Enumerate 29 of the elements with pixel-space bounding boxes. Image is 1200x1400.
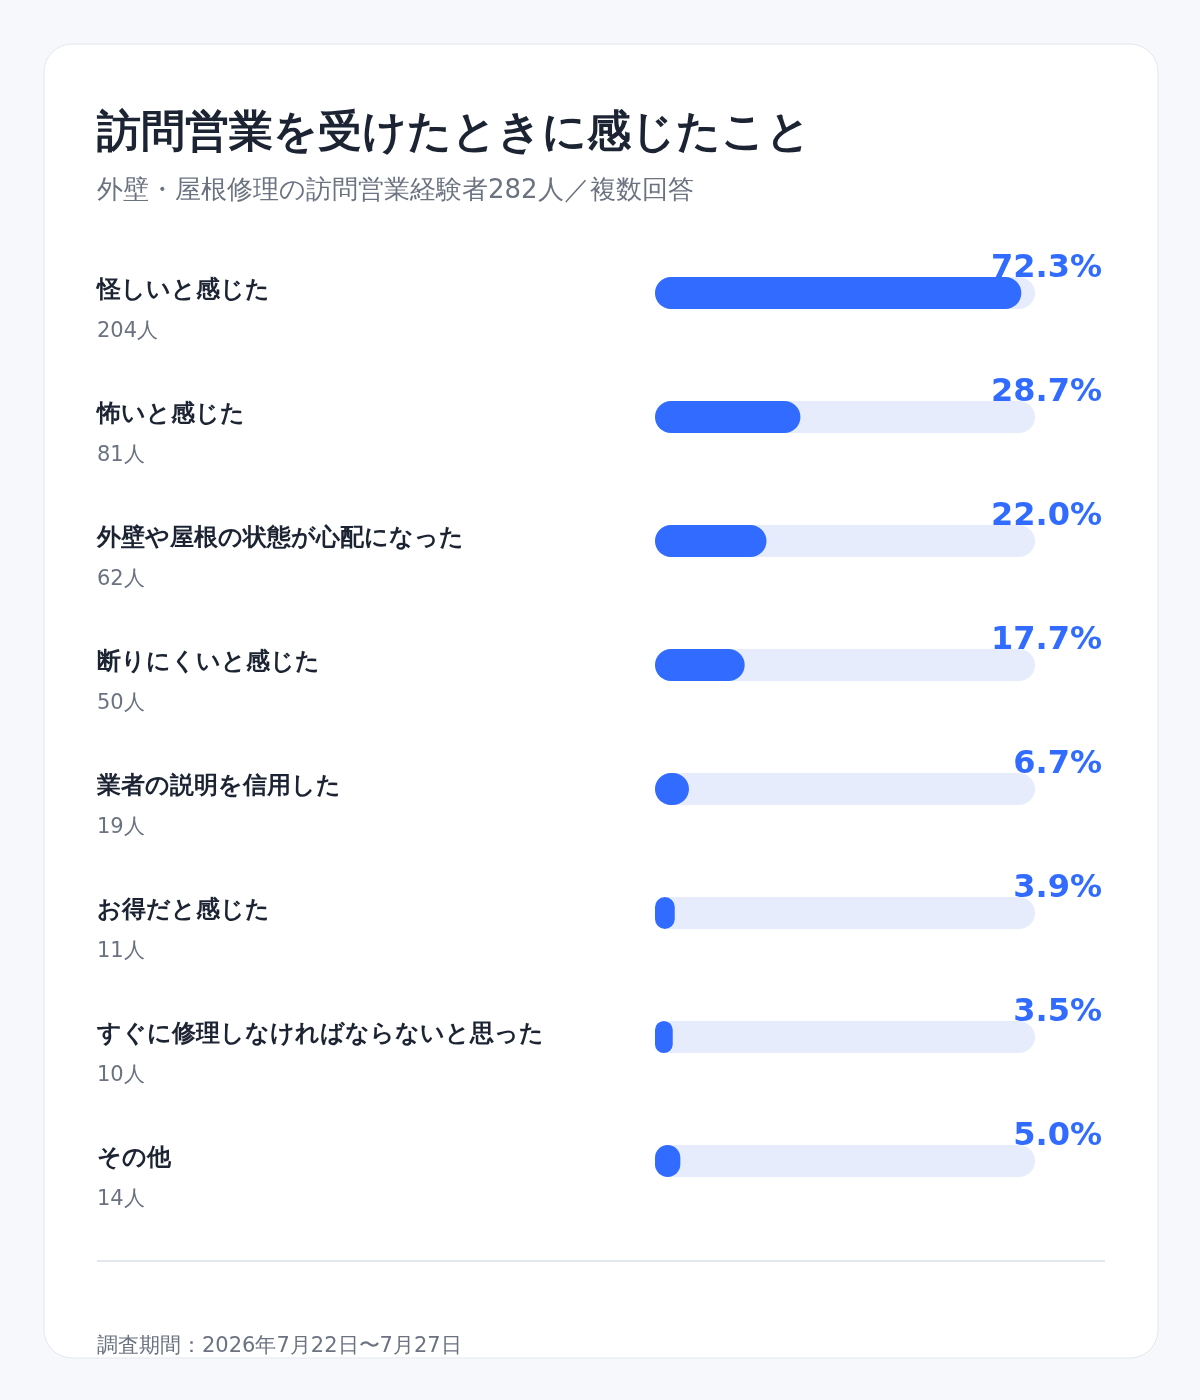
data-label: 22.0% bbox=[990, 495, 1102, 533]
data-label: 3.9% bbox=[1013, 867, 1102, 905]
data-label: 5.0% bbox=[1013, 1115, 1102, 1153]
text: 10人 bbox=[97, 1062, 145, 1086]
text: 50人 bbox=[97, 690, 145, 714]
data-label: 28.7% bbox=[990, 371, 1102, 409]
y-tick-label: 業者の説明を信用した bbox=[96, 771, 341, 799]
text: 19人 bbox=[97, 814, 145, 838]
bar bbox=[655, 525, 767, 557]
text: 14人 bbox=[97, 1186, 145, 1210]
bar bbox=[655, 649, 745, 681]
y-tick-label: 断りにくいと感じた bbox=[97, 647, 320, 675]
text: 204人 bbox=[97, 318, 159, 342]
text: 調査期間：2026年7月22日〜7月27日 bbox=[97, 1333, 462, 1357]
text: 外壁・屋根修理の訪問営業経験者282人／複数回答 bbox=[97, 174, 694, 204]
y-tick-label: お得だと感じた bbox=[97, 895, 270, 923]
y-tick-label: すぐに修理しなければならないと思った bbox=[96, 1019, 544, 1047]
data-label: 17.7% bbox=[990, 619, 1102, 657]
data-label: 3.5% bbox=[1013, 991, 1102, 1029]
data-label: 6.7% bbox=[1013, 743, 1102, 781]
text: 11人 bbox=[97, 938, 145, 962]
y-tick-label: 怪しいと感じた bbox=[95, 275, 270, 303]
y-tick-label: 外壁や屋根の状態が心配になった bbox=[96, 523, 464, 551]
data-label: 72.3% bbox=[990, 247, 1102, 285]
y-tick-label: 怖いと感じた bbox=[95, 399, 245, 427]
text: 81人 bbox=[97, 442, 145, 466]
y-tick-label: その他 bbox=[97, 1143, 172, 1171]
chart-title: 訪問営業を受けたときに感じたこと bbox=[96, 105, 811, 156]
text: 62人 bbox=[97, 566, 145, 590]
